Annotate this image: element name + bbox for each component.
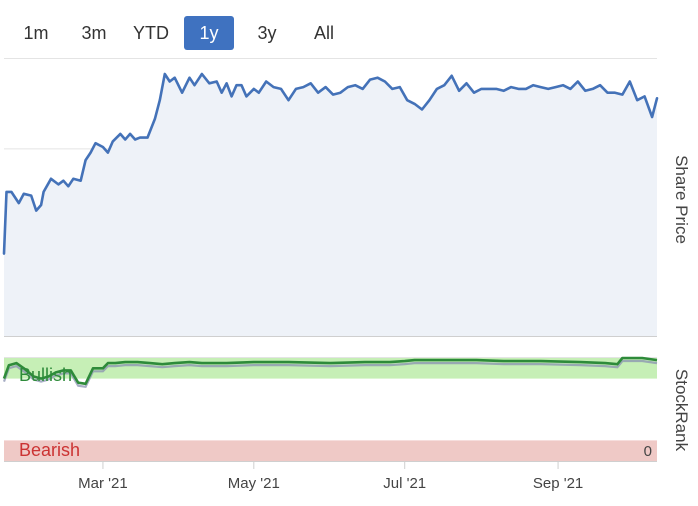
x-tick-label: May '21: [228, 475, 280, 492]
bearish-band: [4, 440, 657, 461]
price-series-line: [2, 72, 659, 255]
x-tick-label: Jul '21: [383, 475, 426, 492]
x-tick-label: Mar '21: [78, 475, 128, 492]
range-button-3y[interactable]: 3y: [257, 23, 277, 43]
share-price-panel: 02550Share Price: [2, 58, 691, 340]
range-button-1m[interactable]: 1m: [23, 23, 49, 43]
stockrank-series-line: [2, 356, 658, 386]
stockrank-panel: Bullish Bearish 0 StockRank: [2, 356, 691, 462]
range-button-1y[interactable]: 1y: [184, 16, 234, 50]
range-button-3m[interactable]: 3m: [81, 23, 107, 43]
stockrank-axis-title: StockRank: [672, 369, 691, 452]
x-tick-label: Sep '21: [533, 475, 583, 492]
stockrank-shadow-line: [2, 359, 658, 389]
bullish-label: Bullish: [19, 365, 72, 385]
date-axis: Mar '21 May '21 Jul '21 Sep '21: [78, 461, 583, 492]
rank-tick-label: 0: [644, 443, 652, 460]
range-button-all[interactable]: All: [313, 23, 334, 43]
price-area-fill: [4, 74, 657, 336]
bearish-label: Bearish: [19, 440, 80, 460]
price-axis-title: Share Price: [672, 155, 691, 244]
range-button-ytd[interactable]: YTD: [133, 23, 169, 43]
